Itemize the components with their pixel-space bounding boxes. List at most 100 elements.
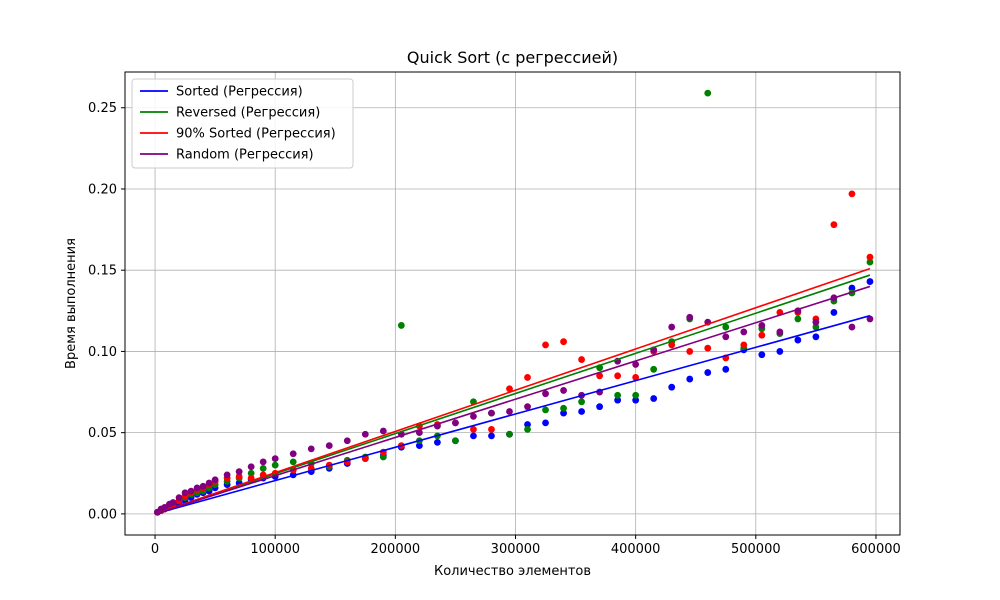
data-point (271, 461, 279, 469)
data-point (397, 322, 405, 329)
x-tick-label: 500000 (731, 542, 781, 557)
data-point (470, 426, 477, 433)
data-point (776, 348, 784, 355)
y-tick-label: 0.25 (88, 101, 117, 116)
data-point (686, 375, 694, 383)
data-point (596, 403, 604, 411)
y-tick-label: 0.10 (88, 345, 117, 360)
data-point (794, 336, 802, 344)
data-point (235, 468, 243, 476)
data-point (506, 408, 513, 415)
data-point (614, 391, 622, 399)
data-point (578, 356, 585, 363)
regression-line-1 (154, 274, 871, 515)
data-point (470, 413, 477, 420)
data-point (632, 391, 640, 399)
data-point (758, 351, 766, 359)
data-point (812, 318, 820, 326)
data-point (289, 458, 297, 466)
data-point (187, 487, 195, 495)
plot-frame (124, 71, 901, 536)
data-point (578, 408, 585, 415)
data-point (223, 471, 231, 479)
data-point (794, 315, 802, 323)
data-point (668, 383, 676, 391)
data-point (452, 437, 459, 445)
x-tick-label: 0 (151, 542, 159, 557)
data-point (161, 503, 169, 511)
data-point (434, 439, 441, 446)
data-point (866, 253, 874, 261)
data-point (722, 365, 730, 373)
legend-entry-label: 90% Sorted (Регрессия) (176, 127, 336, 142)
data-point (812, 323, 820, 331)
data-point (614, 372, 622, 380)
legend-box (131, 78, 354, 169)
data-point (632, 361, 640, 368)
y-tick-label: 0.05 (88, 426, 117, 441)
regression-line-2 (154, 267, 871, 515)
data-point (740, 341, 748, 349)
data-point (596, 372, 604, 380)
legend: Sorted (Регрессия) Reversed (Регрессия) 90… (131, 78, 354, 169)
data-point (848, 190, 856, 198)
legend-entry-label: Random (Регрессия) (176, 148, 314, 163)
y-tick-label: 0.15 (88, 264, 117, 279)
data-point (560, 404, 567, 412)
data-point (632, 374, 640, 381)
data-point (415, 442, 423, 450)
data-point (307, 445, 315, 453)
y-tick-label: 0.20 (88, 182, 117, 197)
data-point (470, 432, 477, 440)
data-point (704, 89, 712, 97)
data-point (524, 374, 531, 381)
regression-line-3 (154, 285, 871, 515)
data-point (271, 455, 279, 463)
data-point (686, 313, 694, 321)
data-point (560, 409, 567, 417)
x-tick-label: 600000 (851, 542, 901, 557)
data-point (542, 390, 549, 398)
data-point (205, 479, 213, 487)
data-point (650, 365, 658, 373)
x-tick-label: 200000 (371, 542, 421, 557)
data-point (704, 369, 712, 376)
data-point (175, 494, 183, 502)
legend-entry-label: Sorted (Регрессия) (176, 85, 303, 100)
data-point (686, 348, 694, 355)
data-point (722, 333, 730, 341)
data-point (343, 437, 351, 445)
data-point (379, 453, 387, 461)
axis-ticks: 0 100000 200000 300000 400000 500000 600000 0.0… (88, 101, 901, 557)
data-point (542, 406, 549, 414)
x-tick-label: 300000 (491, 542, 541, 557)
data-point (830, 309, 838, 316)
x-tick-label: 400000 (611, 542, 661, 557)
data-point (524, 426, 531, 433)
grid-lines (125, 72, 900, 535)
data-point (524, 403, 531, 411)
data-point (259, 458, 267, 466)
data-point (848, 323, 856, 331)
data-point (866, 258, 874, 266)
data-point (722, 323, 730, 331)
data-point (379, 427, 387, 435)
y-axis-label: Время выполнения (64, 238, 79, 369)
data-point (524, 421, 531, 428)
data-point (560, 387, 567, 394)
data-point (632, 396, 640, 404)
data-point (668, 323, 676, 331)
data-point (247, 469, 255, 477)
data-point (181, 489, 189, 497)
data-point (199, 482, 207, 490)
data-point (668, 341, 676, 349)
data-point (169, 499, 177, 506)
data-point (776, 328, 784, 336)
data-point (704, 344, 712, 352)
data-point (650, 395, 658, 402)
data-point (506, 385, 513, 393)
data-point (452, 419, 459, 427)
series-layer (154, 89, 874, 516)
